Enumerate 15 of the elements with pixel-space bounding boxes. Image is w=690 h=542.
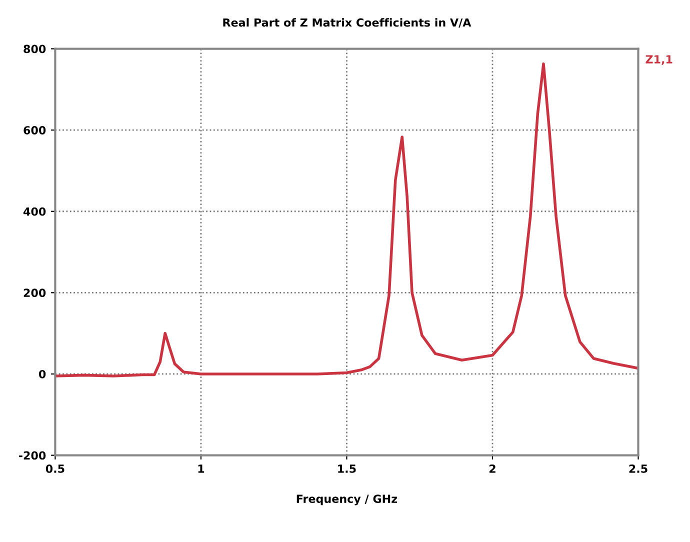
x-tick-label: 1 bbox=[198, 464, 204, 473]
line-series bbox=[55, 62, 638, 378]
x-axis-title: Frequency / GHz bbox=[296, 494, 398, 506]
text: Z1,1 bbox=[646, 55, 672, 65]
chart-title: Real Part of Z Matrix Coefficients in V/A bbox=[223, 18, 472, 28]
x-tick-label: 1.5 bbox=[338, 464, 356, 473]
x-tick-label: 0.5 bbox=[46, 464, 64, 473]
y-tick-label: -200 bbox=[18, 451, 46, 460]
y-tick-label: 400 bbox=[23, 207, 46, 216]
y-tick-label: 800 bbox=[24, 44, 46, 54]
y-tick-label: 0 bbox=[38, 370, 46, 378]
x-tick-label: 2.5 bbox=[629, 464, 648, 473]
y-tick-label: 200 bbox=[24, 288, 46, 298]
y-tick-label: 600 bbox=[24, 126, 46, 134]
x-tick-label: 2 bbox=[490, 464, 496, 473]
